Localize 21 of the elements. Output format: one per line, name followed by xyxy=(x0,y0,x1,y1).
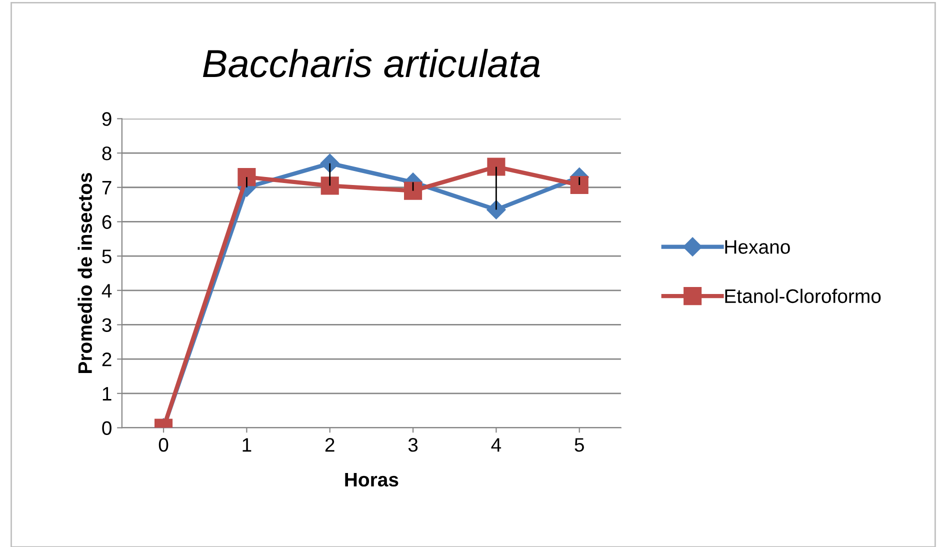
x-axis-title: Horas xyxy=(345,472,398,487)
y-tick-label: 7 xyxy=(102,181,112,194)
chart-title: Baccharis articulata xyxy=(202,48,540,78)
y-tick-label: 4 xyxy=(102,284,112,298)
legend-label: Etanol-Cloroformo xyxy=(725,288,881,304)
x-tick-label: 0 xyxy=(158,438,168,452)
legend-label: Hexano xyxy=(725,240,790,254)
x-tick-label: 2 xyxy=(325,438,334,452)
y-tick-label: 9 xyxy=(102,112,112,126)
y-tick-label: 1 xyxy=(102,387,112,400)
x-tick-label: 5 xyxy=(574,438,584,452)
x-tick-label: 3 xyxy=(408,438,418,452)
y-tick-label: 0 xyxy=(102,421,112,435)
x-tick-label: 1 xyxy=(242,438,252,452)
y-tick-label: 2 xyxy=(102,352,112,366)
y-tick-label: 3 xyxy=(102,318,112,332)
y-tick-label: 8 xyxy=(102,146,112,160)
y-tick-label: 5 xyxy=(102,250,112,264)
y-axis-title: Promedio de insectos xyxy=(78,172,92,373)
x-tick-label: 4 xyxy=(491,438,502,452)
y-tick-label: 6 xyxy=(102,215,112,229)
